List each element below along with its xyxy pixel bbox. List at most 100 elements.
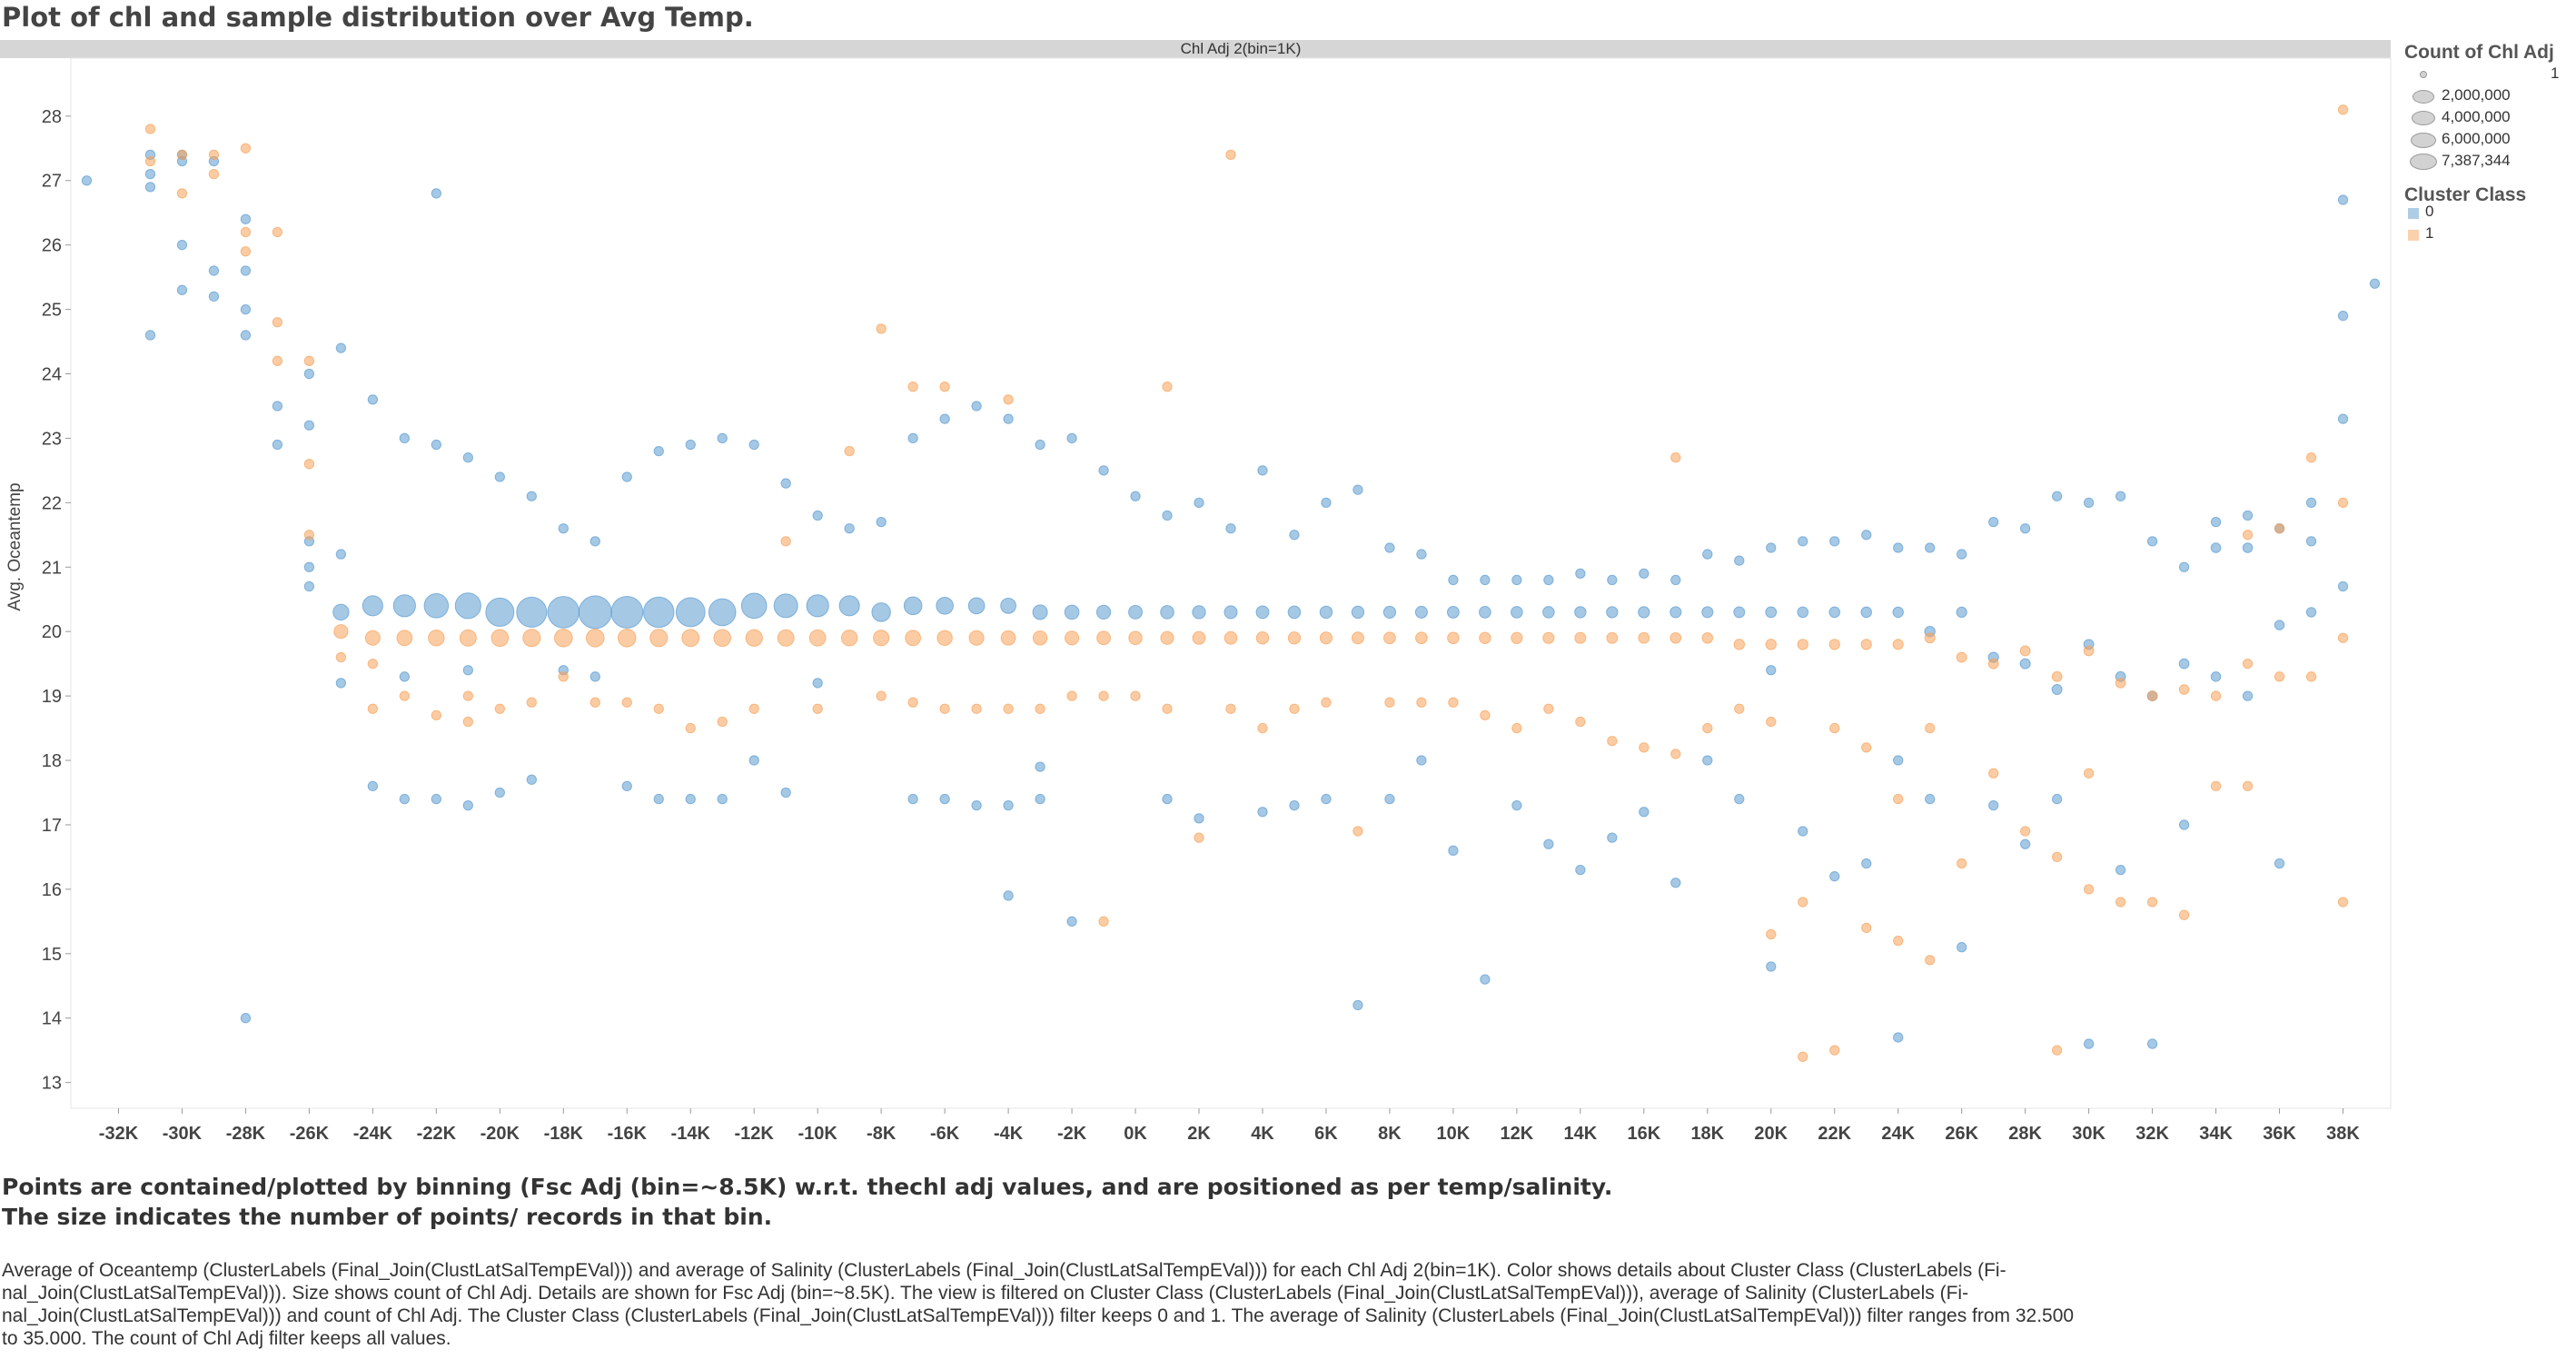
- x-tick-label: 0K: [1124, 1124, 1147, 1144]
- data-point-class-1: [2083, 884, 2095, 895]
- data-point-class-0: [971, 800, 982, 811]
- data-point-class-0: [1321, 497, 1332, 509]
- data-point-class-0: [1511, 606, 1523, 619]
- data-point-class-1: [2305, 452, 2317, 463]
- data-point-class-0: [1701, 606, 1714, 619]
- data-point-class-1: [1892, 639, 1904, 650]
- data-point-class-0: [1702, 549, 1713, 560]
- data-point-class-0: [2337, 311, 2349, 322]
- data-point-class-0: [1128, 604, 1143, 620]
- data-point-class-0: [2242, 510, 2254, 521]
- data-point-class-1: [717, 716, 728, 728]
- data-point-class-0: [2178, 561, 2190, 572]
- data-point-class-0: [1861, 530, 1872, 541]
- data-point-class-1: [526, 697, 537, 708]
- data-point-class-1: [2337, 104, 2349, 115]
- data-point-class-1: [144, 155, 156, 167]
- data-point-class-0: [780, 478, 791, 489]
- data-point-class-0: [2369, 278, 2381, 289]
- data-point-class-1: [1128, 630, 1143, 646]
- y-tick-label: 18: [42, 751, 62, 771]
- legend-size-mark: [2411, 132, 2436, 148]
- data-point-class-1: [176, 188, 188, 199]
- plot-area: [70, 57, 2392, 1109]
- data-point-class-0: [1035, 439, 1045, 451]
- data-point-class-1: [1893, 935, 1904, 947]
- x-tick-label: 4K: [1251, 1124, 1274, 1144]
- data-point-class-0: [399, 793, 411, 805]
- data-point-class-0: [1702, 755, 1713, 766]
- data-point-class-0: [144, 182, 156, 193]
- data-point-class-1: [812, 703, 823, 714]
- data-point-class-0: [2242, 690, 2254, 701]
- data-point-class-1: [840, 630, 858, 647]
- data-point-class-0: [2051, 491, 2063, 501]
- data-point-class-0: [1480, 974, 1491, 985]
- caption-line: nal_Join(ClustLatSalTempEVal))) and coun…: [2, 1305, 2075, 1326]
- data-point-class-0: [2146, 536, 2158, 547]
- y-tick-label: 27: [42, 172, 62, 192]
- data-point-class-1: [1575, 716, 1586, 728]
- data-point-class-1: [367, 658, 379, 670]
- x-tick-label: 18K: [1690, 1124, 1724, 1144]
- data-point-class-1: [1225, 703, 1236, 714]
- data-point-class-1: [1192, 630, 1206, 645]
- data-point-class-0: [675, 597, 706, 628]
- data-point-class-1: [1957, 858, 1967, 869]
- x-tick-label: 10K: [1437, 1124, 1471, 1144]
- data-point-class-0: [1162, 793, 1173, 805]
- data-point-class-1: [681, 629, 700, 648]
- data-point-class-1: [1733, 639, 1746, 650]
- data-point-class-0: [967, 597, 986, 615]
- data-point-class-1: [208, 149, 220, 161]
- data-point-class-1: [1351, 631, 1364, 645]
- note-line: The size indicates the number of points/…: [2, 1204, 773, 1230]
- x-tick-label: -2K: [1057, 1124, 1087, 1144]
- data-point-class-0: [2178, 819, 2190, 830]
- y-tick-label: 13: [42, 1074, 62, 1094]
- data-point-class-0: [1160, 605, 1174, 620]
- data-point-class-0: [2337, 580, 2349, 592]
- data-point-class-0: [81, 175, 93, 186]
- data-point-class-1: [1321, 697, 1332, 708]
- data-point-class-0: [1893, 1032, 1904, 1043]
- data-point-class-1: [2083, 645, 2095, 657]
- y-tick-label: 20: [42, 622, 62, 642]
- data-point-class-0: [1828, 606, 1841, 619]
- x-tick-label: -30K: [163, 1124, 203, 1144]
- data-point-class-0: [1194, 813, 1204, 824]
- data-point-class-0: [876, 516, 887, 528]
- x-tick-label: 22K: [1818, 1124, 1851, 1144]
- data-point-class-1: [303, 530, 315, 541]
- data-point-class-0: [1893, 542, 1904, 553]
- data-point-class-0: [2210, 542, 2222, 553]
- data-point-class-1: [459, 629, 477, 647]
- data-point-class-1: [1828, 639, 1840, 650]
- data-point-class-1: [1511, 722, 1522, 734]
- data-point-class-0: [1130, 491, 1141, 501]
- data-point-class-0: [2083, 497, 2095, 509]
- data-point-class-0: [1321, 793, 1332, 805]
- data-point-class-0: [272, 439, 283, 451]
- data-point-class-1: [2210, 690, 2222, 701]
- y-tick-label: 17: [42, 816, 62, 836]
- data-point-class-1: [905, 630, 922, 647]
- data-point-class-1: [1543, 703, 1554, 714]
- data-point-class-0: [526, 491, 537, 501]
- data-point-class-0: [643, 596, 675, 629]
- data-point-class-0: [1003, 413, 1014, 424]
- data-point-class-1: [1956, 651, 1967, 663]
- chart-title: Plot of chl and sample distribution over…: [2, 2, 754, 33]
- data-point-class-0: [1765, 606, 1778, 619]
- data-point-class-0: [303, 368, 315, 380]
- data-point-class-0: [1607, 832, 1618, 843]
- data-point-class-1: [431, 709, 441, 721]
- data-point-class-1: [2178, 909, 2190, 920]
- legend-color-swatch: [2408, 208, 2419, 219]
- data-point-class-0: [740, 592, 768, 620]
- data-point-class-0: [399, 432, 411, 444]
- data-point-class-1: [653, 703, 664, 714]
- data-point-class-0: [1446, 605, 1460, 619]
- data-point-class-0: [335, 342, 347, 353]
- data-point-class-0: [1606, 606, 1619, 619]
